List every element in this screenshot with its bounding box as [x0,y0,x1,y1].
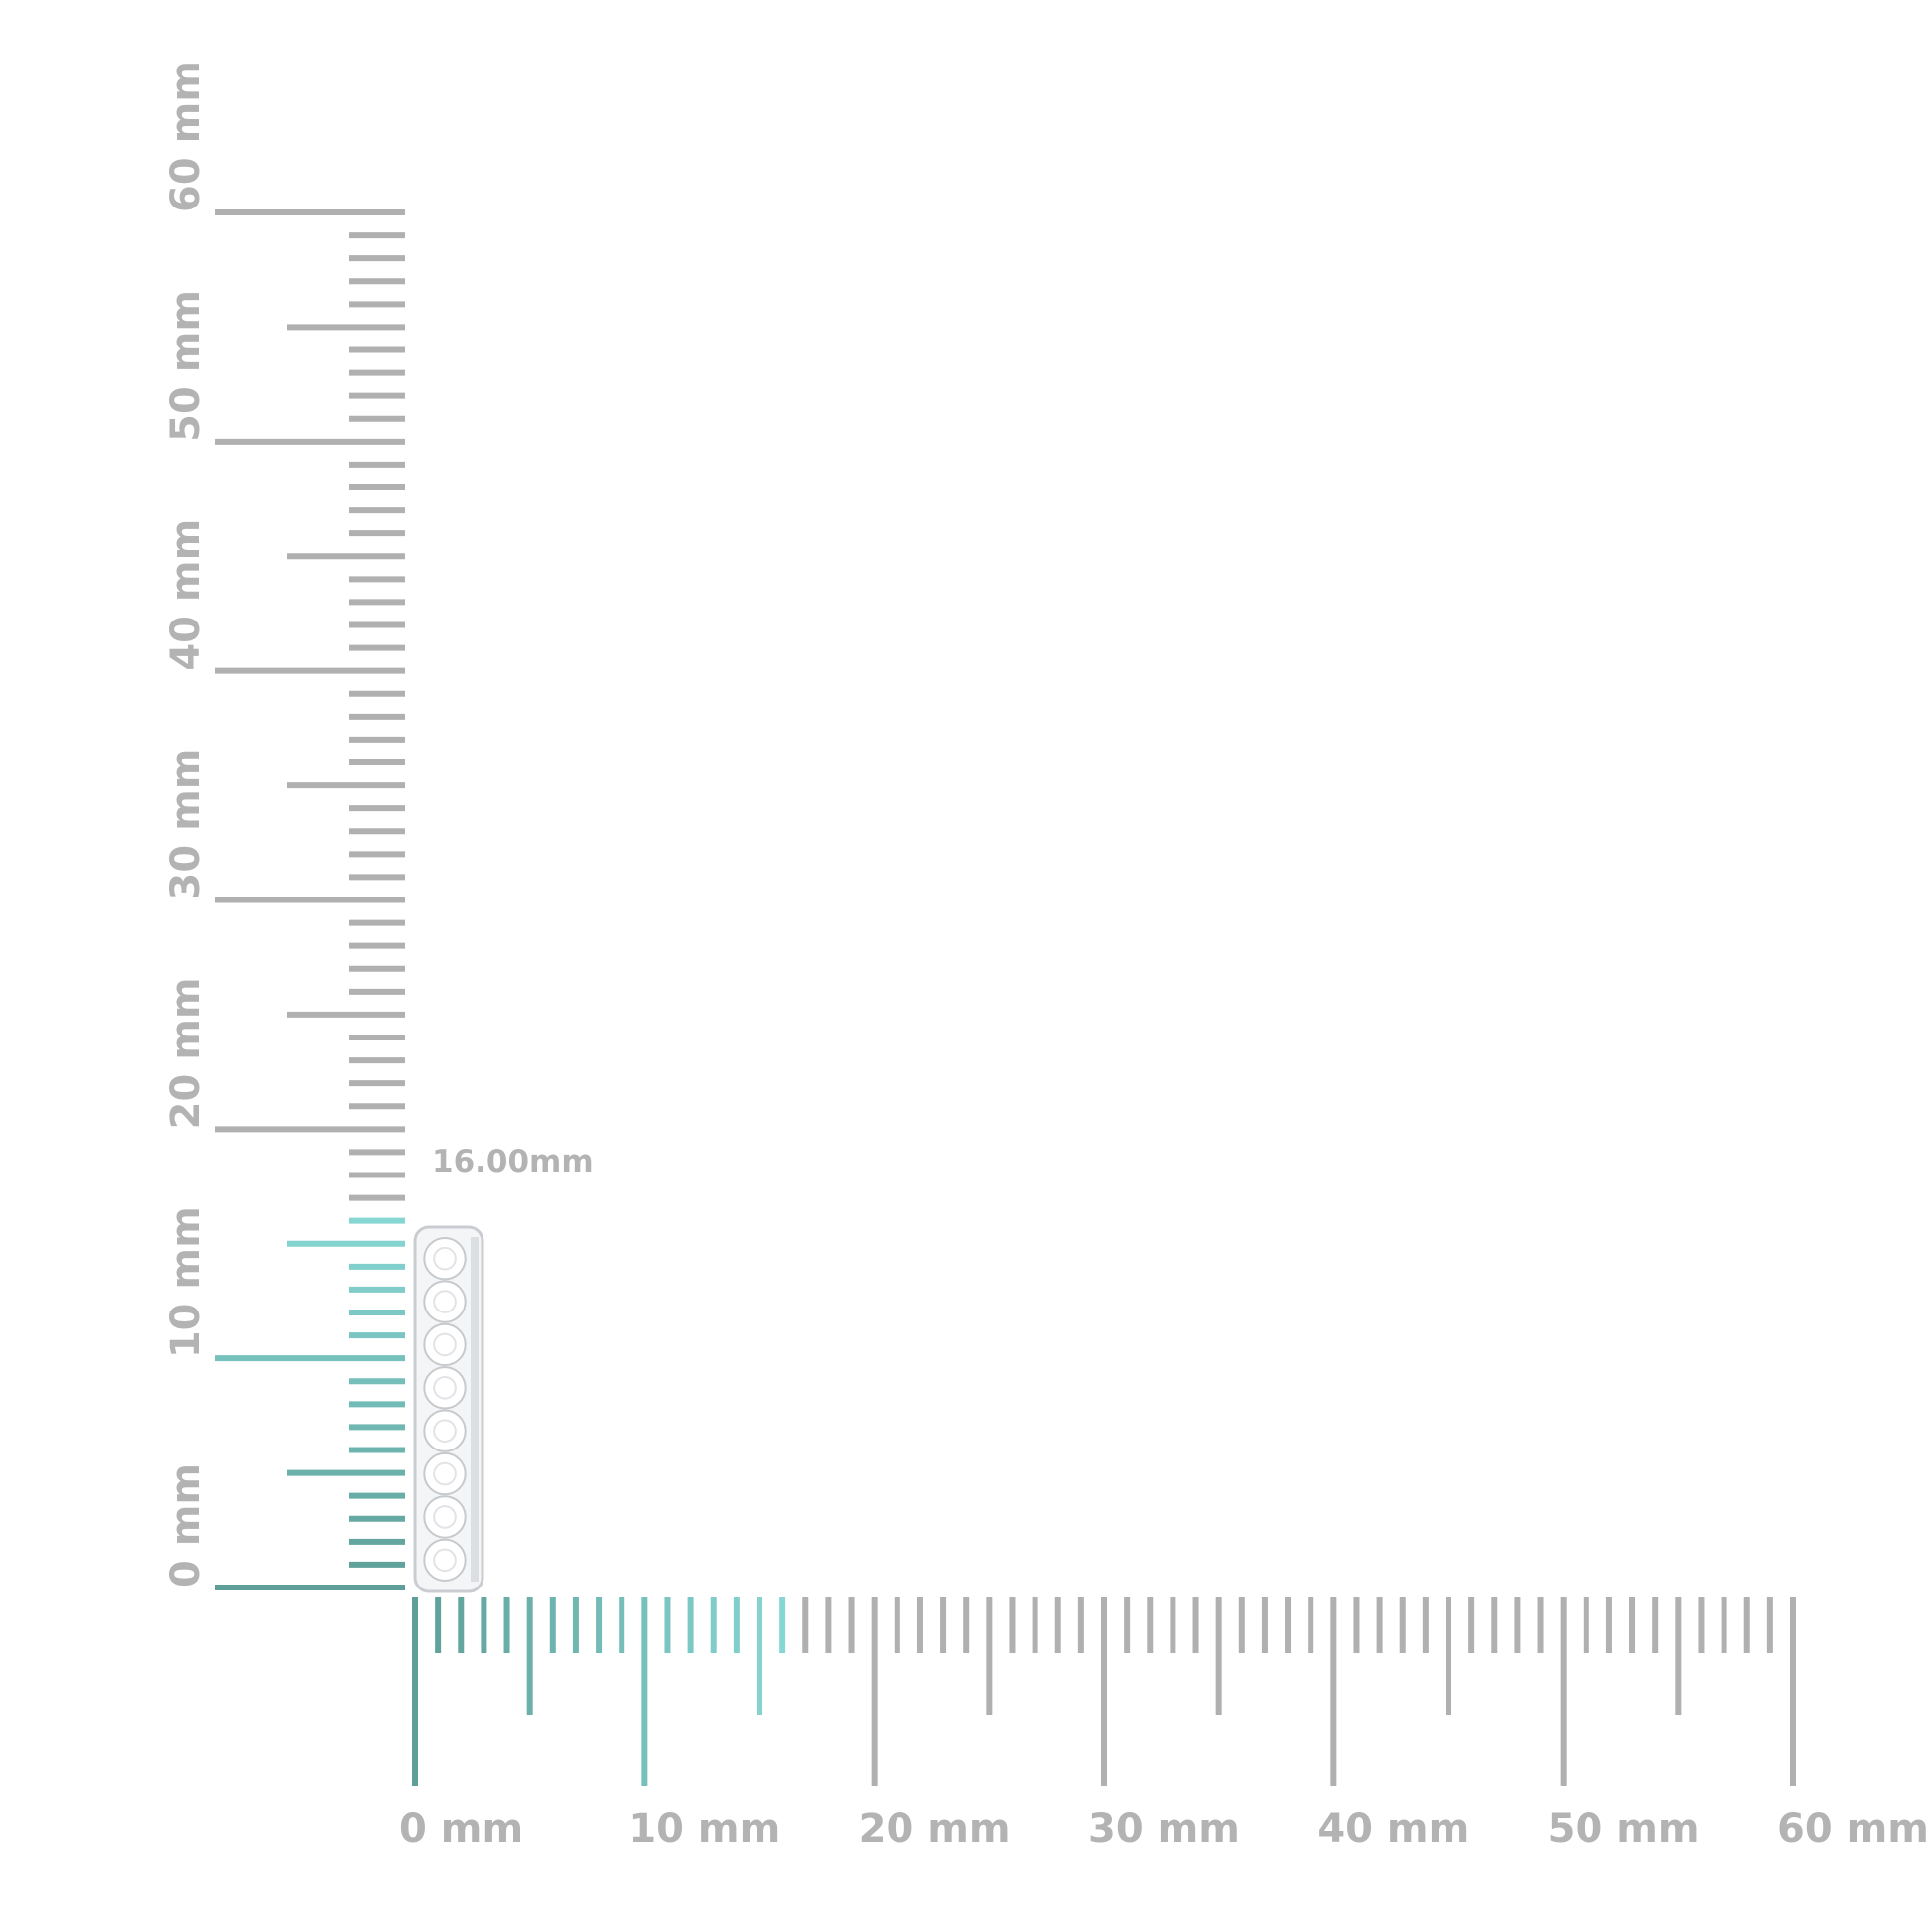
diamond-1 [423,1237,467,1281]
diamond-facet-4 [433,1375,457,1400]
earring-image [413,1225,484,1593]
earring-edge [471,1237,479,1582]
vertical-ruler [215,209,405,1590]
diamond-7 [423,1495,467,1539]
diamond-facet-6 [433,1461,457,1486]
horizontal-label-1: 10 mm [628,1806,780,1852]
horizontal-ruler-labels: 0 mm 10 mm 20 mm 30 mm 40 mm 50 mm 60 mm [399,1806,1929,1852]
horizontal-label-5: 50 mm [1548,1806,1700,1852]
vertical-label-2: 20 mm [163,977,208,1129]
horizontal-label-0: 0 mm [399,1806,523,1852]
horizontal-ruler [412,1597,1796,1786]
vertical-label-4: 40 mm [163,519,208,671]
diamond-facet-7 [433,1505,457,1529]
horizontal-label-6: 60 mm [1777,1806,1929,1852]
vertical-label-1: 10 mm [163,1206,208,1358]
diamond-facet-1 [433,1246,457,1271]
diamond-5 [423,1409,467,1452]
vertical-label-6: 60 mm [163,61,208,212]
horizontal-label-4: 40 mm [1317,1806,1469,1852]
diamond-facet-3 [433,1332,457,1357]
vertical-ruler-labels: 0 mm 10 mm 20 mm 30 mm 40 mm 50 mm 60 mm [163,61,208,1587]
diamond-facet-8 [433,1548,457,1573]
diamond-facet-2 [433,1290,457,1313]
vertical-label-0: 0 mm [163,1463,208,1587]
horizontal-label-2: 20 mm [859,1806,1011,1852]
horizontal-label-3: 30 mm [1088,1806,1240,1852]
diamond-4 [423,1366,467,1410]
vertical-label-5: 50 mm [163,290,208,442]
diamond-facet-5 [433,1419,457,1444]
measurement-label: 16.00mm [432,1144,594,1179]
diamond-8 [423,1538,467,1582]
diamond-2 [423,1280,467,1323]
vertical-label-3: 30 mm [163,749,208,900]
diamond-3 [423,1322,467,1367]
diamond-6 [423,1451,467,1496]
